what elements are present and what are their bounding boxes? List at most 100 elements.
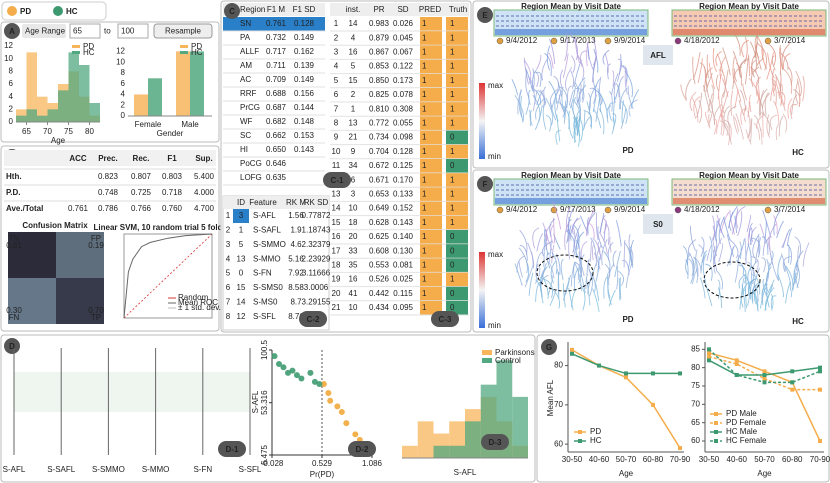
table-cell[interactable]: 7.92 [288, 269, 304, 278]
table-cell[interactable]: 0.704 [369, 147, 390, 156]
table-cell[interactable]: 0.162 [294, 47, 315, 56]
table-cell[interactable]: 0.825 [369, 90, 390, 99]
table-cell[interactable]: 8.76 [288, 312, 304, 321]
scatter-point[interactable] [327, 397, 334, 404]
resample-button[interactable] [153, 23, 213, 39]
table-cell[interactable]: S-SFL [253, 312, 276, 321]
table-cell[interactable]: 0.772 [369, 119, 390, 128]
table-cell[interactable]: 1 [450, 33, 455, 42]
table-cell[interactable]: 1 [422, 104, 427, 113]
scatter-point[interactable] [293, 372, 300, 379]
table-cell[interactable]: 1 [450, 175, 455, 184]
visit-marker[interactable] [764, 206, 772, 214]
table-cell[interactable]: 12 [237, 312, 246, 321]
table-cell[interactable]: 0 [450, 246, 455, 255]
table-cell[interactable]: 6 [334, 90, 339, 99]
scatter-point[interactable] [320, 381, 327, 388]
scatter-point[interactable] [352, 431, 359, 438]
table-cell[interactable]: PA [240, 33, 251, 42]
table-cell[interactable]: S-SMMO [253, 240, 286, 249]
table-cell[interactable]: ALLF [240, 47, 259, 56]
table-cell[interactable]: 1 [226, 211, 231, 220]
table-cell[interactable]: 1 [422, 303, 427, 312]
scatter-point[interactable] [276, 360, 283, 367]
table-cell[interactable]: 1 [334, 19, 339, 28]
table-cell[interactable]: 0.625 [369, 232, 390, 241]
table-cell[interactable]: 1 [450, 48, 455, 57]
visit-marker[interactable] [764, 37, 772, 45]
scatter-point[interactable] [271, 353, 278, 360]
visit-marker[interactable] [496, 37, 504, 45]
table-cell[interactable]: 3 [334, 48, 339, 57]
table-cell[interactable]: 1 [450, 62, 455, 71]
table-cell[interactable]: 1 [422, 76, 427, 85]
table-cell[interactable]: 1 [450, 218, 455, 227]
table-cell[interactable]: 0 [450, 232, 455, 241]
table-cell[interactable]: 20 [332, 289, 341, 298]
table-cell[interactable]: 6 [351, 175, 356, 184]
table-cell[interactable]: 2.23929 [302, 254, 331, 263]
table-cell[interactable]: SN [240, 19, 251, 28]
table-cell[interactable]: 1 [422, 119, 427, 128]
table-cell[interactable]: 0.148 [294, 117, 315, 126]
table-cell[interactable]: 9 [334, 133, 339, 142]
table-cell[interactable]: 0.152 [393, 204, 414, 213]
table-cell[interactable]: 1 [422, 147, 427, 156]
max-age-value[interactable]: 100 [121, 27, 135, 36]
table-cell[interactable]: S-MS0 [253, 298, 278, 307]
table-cell[interactable]: 8 [334, 119, 339, 128]
table-cell[interactable]: 10 [349, 204, 358, 213]
table-cell[interactable]: 3 [351, 190, 356, 199]
table-cell[interactable]: 1 [450, 90, 455, 99]
scatter-point[interactable] [307, 369, 314, 376]
min-age-value[interactable]: 65 [73, 27, 82, 36]
table-cell[interactable]: 0.115 [393, 289, 413, 298]
scatter-point[interactable] [325, 389, 332, 396]
table-cell[interactable]: 0 [450, 161, 455, 170]
table-cell[interactable]: 4 [334, 62, 339, 71]
table-cell[interactable]: 15 [237, 283, 246, 292]
table-cell[interactable]: 0.717 [266, 47, 287, 56]
table-cell[interactable]: 5 [334, 76, 339, 85]
scatter-point[interactable] [334, 403, 341, 410]
table-cell[interactable]: 0.867 [369, 48, 390, 57]
table-cell[interactable]: S-SAFL [253, 226, 282, 235]
table-cell[interactable]: 10 [349, 303, 358, 312]
table-cell[interactable]: 0.125 [393, 161, 414, 170]
table-cell[interactable]: 0.128 [294, 19, 315, 28]
table-cell[interactable]: 21 [332, 303, 341, 312]
table-cell[interactable]: 0.156 [294, 89, 315, 98]
table-cell[interactable]: 8.7 [290, 298, 302, 307]
table-cell[interactable]: 1 [422, 133, 427, 142]
visit-marker[interactable] [674, 206, 682, 214]
table-cell[interactable]: AM [240, 61, 252, 70]
table-cell[interactable]: 0.095 [393, 303, 414, 312]
table-cell[interactable]: 1 [450, 119, 455, 128]
table-cell[interactable]: 16 [349, 48, 358, 57]
table-cell[interactable]: 13 [237, 254, 246, 263]
table-cell[interactable]: 0.067 [393, 48, 414, 57]
table-cell[interactable]: 0.055 [393, 119, 414, 128]
table-cell[interactable]: 18 [332, 261, 341, 270]
table-cell[interactable]: 0.649 [369, 204, 390, 213]
table-cell[interactable]: 0 [450, 289, 455, 298]
table-cell[interactable]: 0.173 [393, 76, 414, 85]
table-cell[interactable]: 0.149 [294, 33, 315, 42]
table-cell[interactable]: 8.58 [288, 283, 304, 292]
table-cell[interactable]: 0.143 [294, 145, 315, 154]
table-cell[interactable]: 0.081 [393, 261, 414, 270]
table-cell[interactable]: 4 [351, 33, 356, 42]
table-cell[interactable]: 0.77872 [302, 211, 331, 220]
table-cell[interactable]: 1 [422, 33, 427, 42]
table-cell[interactable]: 14 [332, 204, 341, 213]
table-cell[interactable]: 3.0006 [304, 283, 329, 292]
table-cell[interactable]: 0.442 [369, 289, 390, 298]
scatter-point[interactable] [311, 378, 318, 385]
table-cell[interactable]: 17 [332, 246, 341, 255]
visit-marker[interactable] [674, 37, 682, 45]
table-cell[interactable]: S-AFL [253, 211, 276, 220]
table-cell[interactable]: 0.628 [369, 218, 390, 227]
table-cell[interactable]: PrCG [240, 103, 260, 112]
table-cell[interactable]: 11 [332, 161, 341, 170]
visit-marker[interactable] [496, 206, 504, 214]
